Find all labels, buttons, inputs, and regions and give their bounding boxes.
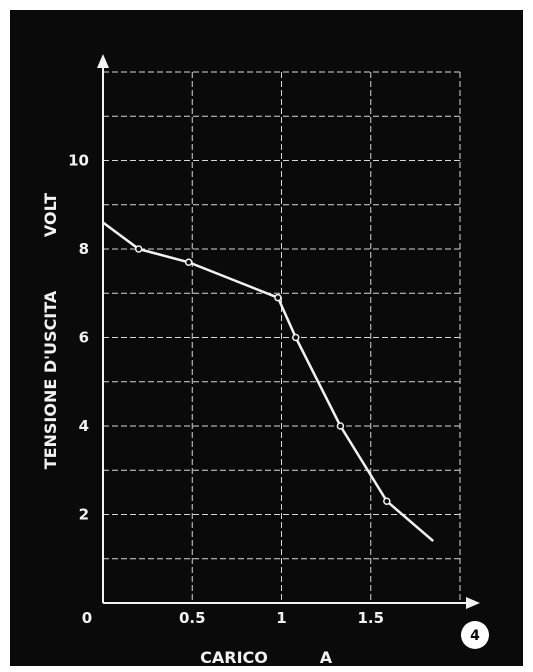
data-point <box>336 422 345 430</box>
y-tick-label: 4 <box>79 417 89 435</box>
y-axis-unit: VOLT <box>41 193 60 237</box>
y-tick-label: 2 <box>79 506 89 524</box>
y-axis-arrow <box>97 54 109 68</box>
data-point <box>292 333 300 342</box>
figure-number: 4 <box>470 628 480 644</box>
x-axis-unit: A <box>320 648 333 667</box>
data-point <box>134 245 143 253</box>
tick-labels-layer: 0 0.5 1 1.5 2 4 6 8 10 <box>68 152 384 628</box>
origin-label: 0 <box>82 609 92 627</box>
series-layer <box>102 221 435 542</box>
x-tick-label: 1 <box>276 609 286 627</box>
figure-number-badge <box>461 621 489 649</box>
y-axis-label: TENSIONE D'USCITA <box>41 290 60 469</box>
x-axis-label: CARICO <box>200 648 268 667</box>
data-point <box>184 258 193 267</box>
axes-layer <box>97 54 480 609</box>
grid-layer <box>103 71 461 603</box>
x-axis-arrow <box>466 597 480 609</box>
y-tick-label: 6 <box>79 329 89 347</box>
x-tick-label: 1.5 <box>357 609 384 627</box>
y-tick-label: 8 <box>79 240 89 258</box>
data-point <box>274 293 282 302</box>
x-tick-label: 0.5 <box>179 609 206 627</box>
data-point <box>383 497 391 505</box>
y-tick-label: 10 <box>68 152 89 170</box>
series-line <box>102 221 435 542</box>
